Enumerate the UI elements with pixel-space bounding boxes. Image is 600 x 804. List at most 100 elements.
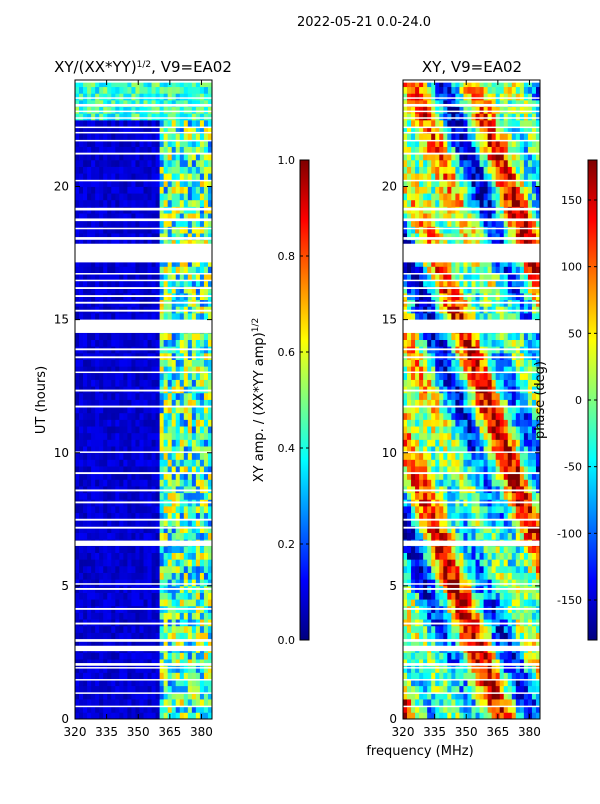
heatmap-cell bbox=[168, 593, 172, 600]
heatmap-cell bbox=[95, 573, 99, 580]
heatmap-cell bbox=[184, 426, 188, 433]
heatmap-cell bbox=[188, 566, 192, 573]
heatmap-cell bbox=[91, 533, 95, 540]
heatmap-cell bbox=[492, 699, 496, 706]
heatmap-cell bbox=[139, 419, 143, 426]
heatmap-cell bbox=[504, 413, 508, 420]
heatmap-cell bbox=[407, 479, 411, 486]
heatmap-cell bbox=[83, 566, 87, 573]
heatmap-cell bbox=[184, 313, 188, 320]
heatmap-cell bbox=[172, 559, 176, 566]
heatmap-cell bbox=[407, 712, 411, 719]
heatmap-cell bbox=[144, 113, 148, 120]
heatmap-cell bbox=[103, 419, 107, 426]
heatmap-cell bbox=[79, 200, 83, 207]
heatmap-cell bbox=[176, 120, 180, 127]
heatmap-cell bbox=[455, 566, 459, 573]
heatmap-cell bbox=[75, 566, 79, 573]
heatmap-cell bbox=[83, 686, 87, 693]
heatmap-cell bbox=[427, 466, 431, 473]
heatmap-cell bbox=[95, 380, 99, 387]
heatmap-cell bbox=[172, 439, 176, 446]
heatmap-cell bbox=[532, 506, 536, 513]
heatmap-cell bbox=[204, 426, 208, 433]
heatmap-cell bbox=[488, 593, 492, 600]
heatmap-cell bbox=[467, 400, 471, 407]
heatmap-cell bbox=[431, 632, 435, 639]
heatmap-cell bbox=[176, 160, 180, 167]
heatmap-cell bbox=[439, 686, 443, 693]
heatmap-cell bbox=[135, 226, 139, 233]
heatmap-cell bbox=[103, 107, 107, 114]
heatmap-cell bbox=[459, 419, 463, 426]
heatmap-cell bbox=[115, 559, 119, 566]
heatmap-cell bbox=[83, 160, 87, 167]
heatmap-cell bbox=[184, 439, 188, 446]
heatmap-cell bbox=[164, 173, 168, 180]
heatmap-cell bbox=[512, 579, 516, 586]
heatmap-cell bbox=[91, 340, 95, 347]
heatmap-cell bbox=[95, 593, 99, 600]
heatmap-cell bbox=[516, 566, 520, 573]
heatmap-cell bbox=[520, 712, 524, 719]
heatmap-cell bbox=[95, 699, 99, 706]
heatmap-cell bbox=[83, 120, 87, 127]
heatmap-cell bbox=[192, 87, 196, 94]
heatmap-cell bbox=[447, 513, 451, 520]
heatmap-cell bbox=[411, 712, 415, 719]
heatmap-cell bbox=[139, 160, 143, 167]
heatmap-cell bbox=[411, 506, 415, 513]
heatmap-cell bbox=[524, 559, 528, 566]
heatmap-cell bbox=[196, 160, 200, 167]
heatmap-cell bbox=[148, 380, 152, 387]
heatmap-cell bbox=[172, 93, 176, 100]
heatmap-cell bbox=[91, 393, 95, 400]
heatmap-cell bbox=[107, 360, 111, 367]
heatmap-cell bbox=[480, 699, 484, 706]
phase-heatmap[interactable] bbox=[403, 80, 540, 719]
heatmap-cell bbox=[152, 226, 156, 233]
heatmap-cell bbox=[115, 380, 119, 387]
heatmap-cell bbox=[164, 400, 168, 407]
heatmap-cell bbox=[79, 167, 83, 174]
heatmap-cell bbox=[115, 466, 119, 473]
heatmap-cell bbox=[423, 573, 427, 580]
heatmap-cell bbox=[156, 652, 160, 659]
heatmap-cell bbox=[144, 513, 148, 520]
heatmap-cell bbox=[139, 147, 143, 154]
heatmap-cell bbox=[123, 113, 127, 120]
heatmap-cell bbox=[144, 93, 148, 100]
heatmap-cell bbox=[184, 699, 188, 706]
heatmap-cell bbox=[135, 360, 139, 367]
heatmap-cell bbox=[103, 187, 107, 194]
heatmap-cell bbox=[480, 513, 484, 520]
coherence-heatmap[interactable] bbox=[75, 80, 212, 719]
heatmap-cell bbox=[476, 466, 480, 473]
heatmap-cell bbox=[103, 226, 107, 233]
heatmap-cell bbox=[119, 506, 123, 513]
heatmap-cell bbox=[192, 380, 196, 387]
heatmap-cell bbox=[79, 459, 83, 466]
heatmap-cell bbox=[180, 599, 184, 606]
heatmap-cell bbox=[188, 533, 192, 540]
heatmap-cell bbox=[500, 426, 504, 433]
heatmap-cell bbox=[192, 426, 196, 433]
heatmap-cell bbox=[107, 546, 111, 553]
heatmap-cell bbox=[135, 426, 139, 433]
heatmap-cell bbox=[148, 107, 152, 114]
heatmap-cell bbox=[492, 433, 496, 440]
heatmap-cell bbox=[188, 380, 192, 387]
heatmap-cell bbox=[135, 513, 139, 520]
heatmap-cell bbox=[200, 413, 204, 420]
heatmap-cell bbox=[403, 466, 407, 473]
heatmap-cell bbox=[484, 419, 488, 426]
heatmap-cell bbox=[459, 672, 463, 679]
heatmap-cell bbox=[79, 380, 83, 387]
heatmap-cell bbox=[79, 160, 83, 167]
heatmap-cell bbox=[152, 573, 156, 580]
heatmap-cell bbox=[411, 513, 415, 520]
flagged-time-band bbox=[75, 692, 212, 694]
heatmap-cell bbox=[148, 360, 152, 367]
heatmap-cell bbox=[148, 393, 152, 400]
heatmap-cell bbox=[403, 686, 407, 693]
